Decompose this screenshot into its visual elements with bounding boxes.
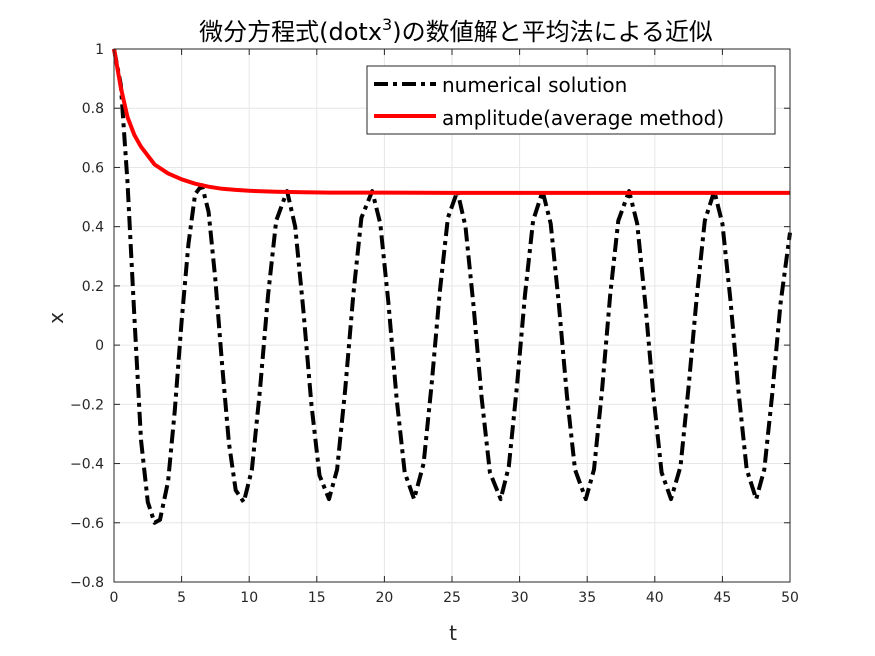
y-tick-label: −0.8	[70, 575, 104, 591]
x-tick-label: 25	[443, 590, 461, 606]
y-tick-label: 0	[95, 338, 104, 354]
y-tick-label: 0.2	[82, 279, 104, 295]
x-tick-label: 40	[646, 590, 664, 606]
x-tick-label: 20	[375, 590, 393, 606]
x-tick-label: 50	[781, 590, 799, 606]
y-tick-label: −0.4	[70, 457, 104, 473]
chart-title: 微分方程式(dotx3)の数値解と平均法による近似	[199, 15, 713, 46]
x-tick-label: 5	[177, 590, 186, 606]
legend-box	[366, 65, 776, 135]
plot-area: 0 5 10 15 20 25 30 35 40 45 50 −0.8 −0.6 −0.4 −0.2 0 0.2…	[70, 42, 799, 606]
series-line-numerical-solution	[112, 48, 792, 525]
chart-title-superscript: 3	[382, 15, 392, 34]
series-line-amplitude	[112, 48, 790, 195]
y-tick-label: −0.2	[70, 397, 104, 413]
x-axis-label: t	[449, 621, 457, 645]
chart-title-main: 微分方程式(dotx	[199, 18, 382, 46]
y-tick-label: 0.8	[82, 101, 104, 117]
x-tick-label: 30	[511, 590, 529, 606]
legend-label-numerical: numerical solution	[442, 73, 627, 97]
x-tick-label: 0	[110, 590, 119, 606]
x-tick-label: 10	[240, 590, 258, 606]
y-tick-label: 0.6	[82, 160, 104, 176]
y-tick-label: 1	[95, 42, 104, 58]
legend-label-amplitude: amplitude(average method)	[442, 106, 724, 130]
y-tick-label: 0.4	[82, 220, 104, 236]
legend: numerical solution amplitude(average met…	[366, 65, 776, 135]
x-tick-label: 35	[578, 590, 596, 606]
chart-title-tail: )の数値解と平均法による近似	[392, 18, 713, 46]
y-tick-label: −0.6	[70, 516, 104, 532]
x-tick-label: 15	[308, 590, 326, 606]
x-tick-label: 45	[713, 590, 731, 606]
y-axis-label: x	[44, 312, 68, 324]
